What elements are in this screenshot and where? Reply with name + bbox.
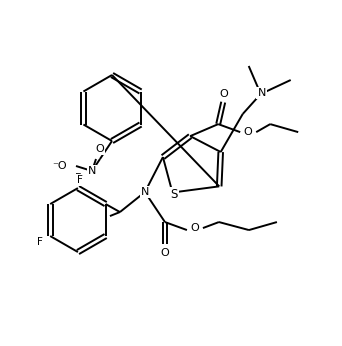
Text: N: N	[258, 88, 266, 98]
Text: F: F	[77, 175, 83, 185]
Text: S: S	[171, 188, 178, 201]
Text: O: O	[244, 127, 253, 137]
Text: O: O	[190, 223, 199, 233]
Text: N: N	[88, 166, 96, 176]
Text: O: O	[96, 144, 104, 154]
Text: F: F	[37, 237, 43, 247]
Text: ⁻O: ⁻O	[53, 161, 67, 171]
Text: O: O	[160, 248, 169, 258]
Text: O: O	[220, 89, 228, 99]
Text: N: N	[141, 187, 149, 197]
Text: F: F	[75, 173, 81, 183]
